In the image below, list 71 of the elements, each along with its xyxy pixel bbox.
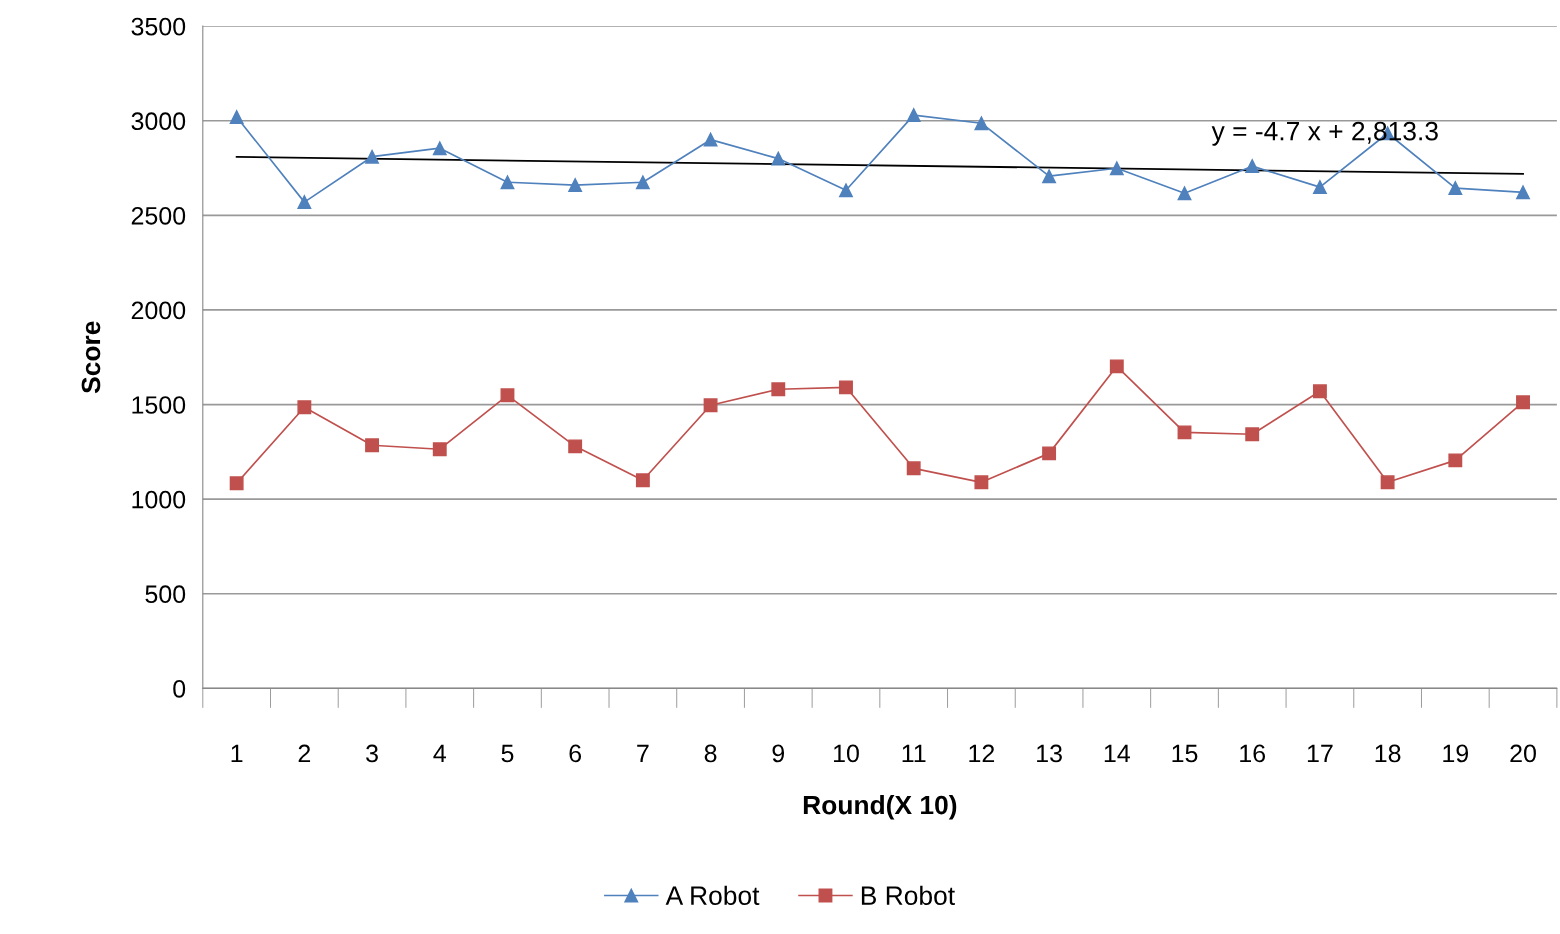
x-axis-title: Round(X 10) (803, 795, 957, 820)
x-tick-label: 5 (501, 744, 514, 763)
point (1177, 425, 1192, 440)
point (906, 108, 921, 123)
x-tick-label: 17 (1307, 744, 1333, 763)
x-tick-label: 9 (772, 744, 785, 763)
point (974, 475, 989, 490)
point (839, 183, 853, 198)
point (1245, 427, 1260, 442)
point (635, 473, 650, 488)
x-tick-label: 14 (1104, 744, 1130, 763)
point (500, 388, 515, 403)
x-tick-label: 4 (433, 744, 446, 763)
point (771, 382, 786, 397)
point (1312, 384, 1327, 399)
x-tick-label: 11 (902, 744, 926, 763)
x-tick-label: 19 (1443, 744, 1469, 763)
point (229, 110, 244, 124)
x-tick-label: 10 (833, 744, 859, 763)
x-tick-label: 8 (704, 744, 717, 763)
point (297, 400, 312, 415)
point (297, 195, 312, 210)
point (771, 151, 786, 166)
point (1042, 169, 1057, 184)
legend-label: B Robot (861, 885, 955, 906)
y-axis-title: Score (81, 321, 101, 394)
point (1448, 453, 1463, 468)
point (568, 439, 583, 454)
y-tick-label: 1000 (132, 490, 186, 509)
x-tick-label: 3 (366, 744, 378, 763)
y-tick-label: 2000 (131, 301, 186, 320)
point (635, 175, 650, 190)
point (432, 141, 447, 156)
x-tick-label: 20 (1510, 744, 1536, 763)
y-tick-label: 0 (173, 679, 186, 698)
x-tick-label: 18 (1375, 744, 1401, 763)
point (1448, 181, 1463, 196)
x-tick-label: 13 (1037, 744, 1062, 763)
x-tick-label: 6 (569, 744, 582, 763)
point (906, 461, 921, 476)
x-tick-label: 7 (637, 744, 649, 763)
point (229, 476, 244, 491)
point (1312, 180, 1327, 195)
point (974, 116, 989, 131)
point (365, 149, 380, 164)
y-tick-label: 3000 (131, 112, 186, 131)
point (500, 175, 515, 190)
point (1042, 446, 1057, 461)
y-tick-label: 3500 (131, 17, 186, 36)
x-tick-label: 1 (231, 744, 243, 763)
point (1177, 186, 1192, 201)
legend-label: A Robot (665, 885, 760, 906)
x-tick-label: 12 (969, 744, 995, 763)
point (432, 442, 447, 457)
point (1109, 359, 1124, 374)
point (365, 438, 380, 453)
point (1516, 395, 1530, 410)
y-tick-label: 2500 (131, 206, 186, 225)
x-tick-label: 2 (298, 744, 311, 763)
point (1245, 159, 1260, 174)
y-tick-label: 500 (145, 585, 186, 604)
x-tick-label: 16 (1240, 744, 1266, 763)
point (1516, 185, 1530, 200)
point (839, 380, 853, 395)
y-tick-label: 1500 (132, 396, 186, 414)
point (703, 132, 718, 147)
point (568, 178, 583, 193)
point (1380, 475, 1395, 490)
point (1109, 161, 1124, 176)
point (703, 398, 718, 413)
x-tick-label: 15 (1172, 744, 1198, 763)
